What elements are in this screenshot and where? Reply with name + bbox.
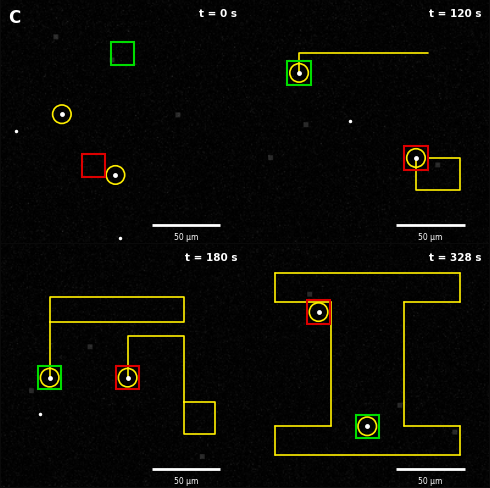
Bar (307, 301, 330, 324)
Bar (38, 366, 61, 389)
Text: t = 328 s: t = 328 s (429, 253, 482, 263)
Text: C: C (8, 9, 21, 27)
Bar (356, 415, 379, 438)
Text: 50 μm: 50 μm (418, 476, 443, 485)
Text: 50 μm: 50 μm (174, 476, 198, 485)
Bar (82, 154, 105, 178)
Bar (404, 147, 428, 170)
Text: t = 0 s: t = 0 s (199, 9, 237, 20)
Text: t = 180 s: t = 180 s (185, 253, 237, 263)
Text: 50 μm: 50 μm (418, 233, 443, 242)
Text: 50 μm: 50 μm (174, 233, 198, 242)
Text: t = 120 s: t = 120 s (429, 9, 482, 20)
Bar (287, 62, 311, 85)
Bar (111, 42, 134, 66)
Bar (116, 366, 139, 389)
